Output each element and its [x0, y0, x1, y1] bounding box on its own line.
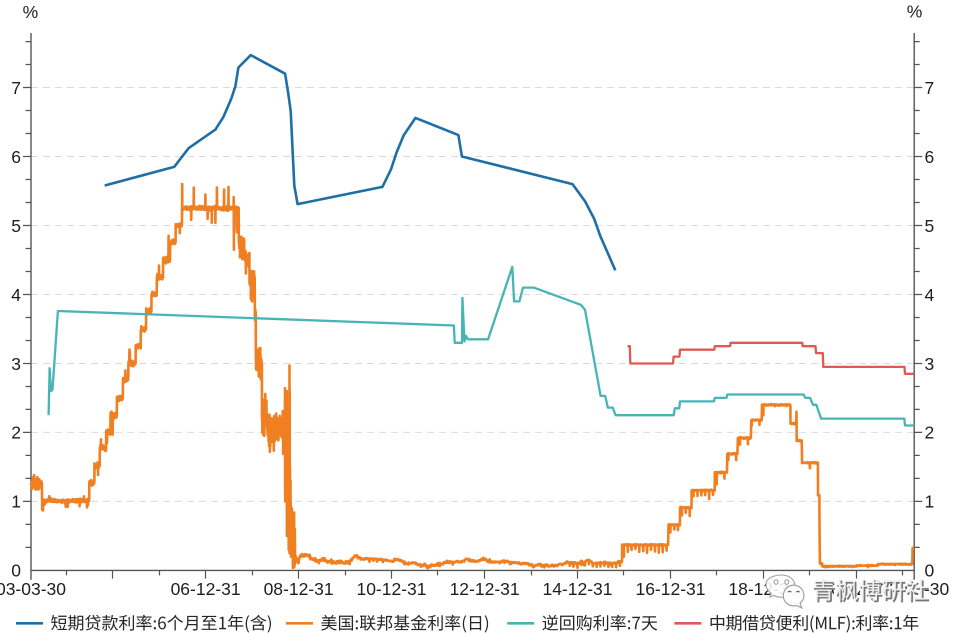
svg-text:%: %	[23, 2, 39, 22]
svg-text:06-12-31: 06-12-31	[171, 579, 241, 599]
svg-text:%: %	[907, 1, 923, 21]
svg-text:3: 3	[925, 354, 935, 374]
svg-text:16-12-31: 16-12-31	[635, 579, 705, 599]
svg-text:7: 7	[925, 78, 935, 98]
svg-text:2: 2	[925, 423, 935, 443]
svg-text:4: 4	[11, 285, 21, 305]
svg-text:1: 1	[925, 492, 935, 512]
svg-text:10-12-31: 10-12-31	[356, 579, 426, 599]
svg-text:5: 5	[11, 216, 21, 236]
svg-text:5: 5	[925, 216, 935, 236]
svg-text:1: 1	[11, 492, 21, 512]
svg-text:6: 6	[925, 147, 935, 167]
svg-text:0: 0	[11, 561, 21, 581]
svg-text:03-03-30: 03-03-30	[0, 579, 66, 599]
svg-text:7: 7	[11, 78, 21, 98]
svg-text:2: 2	[11, 423, 21, 443]
svg-text:6: 6	[11, 147, 21, 167]
svg-text:14-12-31: 14-12-31	[542, 579, 612, 599]
svg-text:4: 4	[925, 285, 935, 305]
svg-text:0: 0	[925, 561, 935, 581]
svg-text:08-12-31: 08-12-31	[264, 579, 334, 599]
svg-text:3: 3	[11, 354, 21, 374]
svg-text:12-12-31: 12-12-31	[450, 579, 520, 599]
